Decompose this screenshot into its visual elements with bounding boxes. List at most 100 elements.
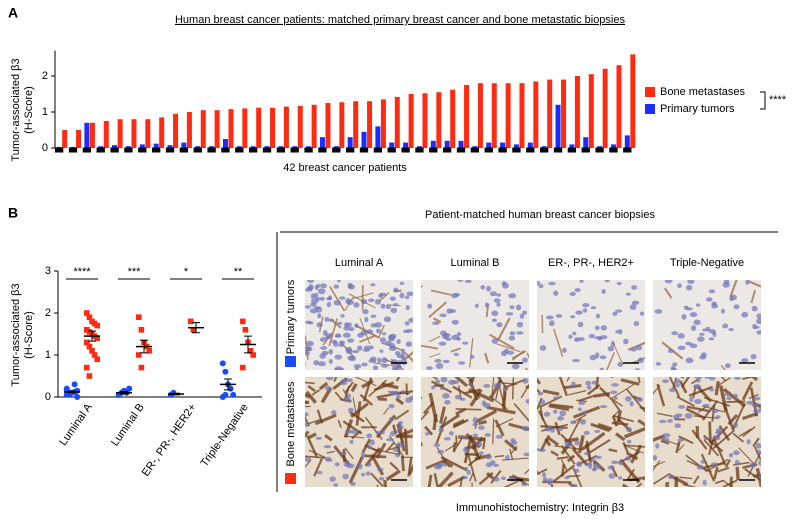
nucleus [741, 311, 749, 318]
nucleus [699, 332, 705, 336]
stain [572, 447, 589, 467]
error-bar [244, 335, 252, 354]
nucleus [594, 352, 600, 359]
nucleus [405, 341, 413, 347]
stain [305, 393, 311, 399]
nucleus [375, 430, 381, 435]
nucleus [317, 361, 326, 367]
nucleus [395, 453, 401, 458]
bar [533, 81, 539, 148]
stain [700, 453, 716, 482]
nucleus [594, 429, 601, 433]
stain [492, 418, 495, 445]
micrograph [421, 377, 529, 487]
nucleus [345, 298, 351, 304]
nucleus [394, 351, 401, 356]
stain [552, 464, 575, 483]
nucleus [478, 425, 485, 430]
nucleus [336, 280, 341, 283]
nucleus [366, 433, 373, 439]
nucleus [746, 400, 754, 405]
nucleus [388, 345, 397, 351]
stain [313, 457, 324, 477]
bar [145, 119, 151, 148]
nucleus [569, 291, 576, 296]
nucleus [709, 388, 715, 392]
nucleus [630, 347, 637, 352]
nucleus [426, 366, 433, 370]
nucleus [601, 289, 606, 294]
stain [665, 482, 670, 487]
nucleus [625, 395, 632, 402]
stain [344, 381, 354, 394]
nucleus [604, 280, 610, 283]
nucleus [537, 392, 544, 396]
stain [679, 476, 693, 480]
nucleus [522, 310, 527, 315]
stain [750, 377, 758, 382]
stain [711, 404, 716, 422]
bar [547, 79, 553, 148]
nucleus [746, 438, 751, 445]
nucleus [722, 323, 729, 329]
stain [597, 422, 613, 431]
nucleus [758, 406, 761, 412]
y-tick-label: 1 [45, 349, 51, 361]
y-axis-label: (H-Score) [23, 86, 35, 134]
stain [678, 435, 694, 445]
nucleus [337, 321, 343, 325]
stain [359, 393, 374, 406]
bar [297, 105, 303, 148]
stain [424, 425, 434, 436]
dot [89, 348, 95, 354]
stain [580, 431, 606, 451]
nucleus [491, 310, 499, 317]
nucleus [388, 417, 394, 422]
nucleus [734, 459, 740, 466]
stain [428, 301, 447, 318]
nucleus [631, 285, 638, 290]
dot [84, 364, 90, 371]
nucleus [360, 451, 366, 458]
nucleus [720, 308, 726, 314]
y-tick-label: 1 [42, 106, 48, 118]
nucleus [307, 347, 313, 352]
stain [653, 434, 666, 442]
nucleus [669, 388, 676, 393]
nucleus [546, 478, 554, 484]
x-tick-label: Luminal B [109, 402, 147, 449]
stain [542, 389, 560, 396]
stain [653, 472, 671, 485]
stain [567, 417, 582, 443]
y-axis-label: Tumor-associated β3 [10, 58, 22, 161]
bar [380, 99, 386, 148]
nucleus [325, 385, 331, 391]
dot [240, 364, 246, 371]
nucleus [611, 383, 620, 387]
nucleus [406, 291, 413, 296]
nucleus [306, 280, 315, 283]
stain [637, 377, 641, 383]
nucleus [388, 333, 397, 340]
nucleus [351, 350, 360, 354]
stain [564, 437, 579, 443]
nucleus [366, 462, 372, 467]
stain [343, 418, 354, 438]
dot [247, 348, 254, 354]
nucleus [313, 292, 319, 299]
stain [385, 442, 395, 453]
stain [537, 468, 548, 475]
nucleus [427, 303, 432, 309]
error-bar [140, 339, 148, 354]
bar [209, 146, 215, 148]
bar [588, 74, 594, 148]
stain [544, 438, 552, 447]
bar [616, 65, 622, 148]
nucleus [696, 378, 701, 383]
nucleus [607, 346, 614, 352]
stain [497, 317, 511, 341]
nucleus [334, 334, 342, 338]
stain [750, 290, 756, 304]
bar [84, 122, 90, 148]
nucleus [370, 283, 376, 287]
